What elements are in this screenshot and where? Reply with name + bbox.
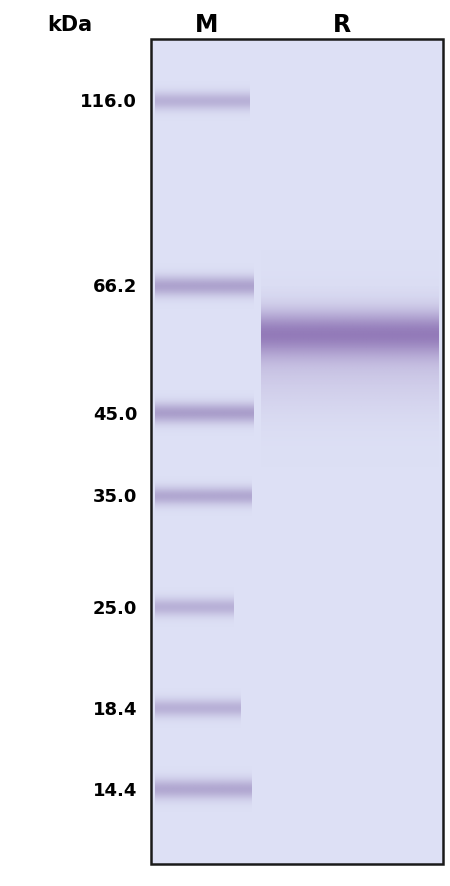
Text: 45.0: 45.0: [93, 405, 137, 423]
Bar: [151, 40, 443, 864]
Text: 25.0: 25.0: [93, 599, 137, 617]
Text: 66.2: 66.2: [93, 278, 137, 296]
Text: kDa: kDa: [47, 15, 92, 35]
Text: 35.0: 35.0: [93, 488, 137, 506]
Text: 14.4: 14.4: [93, 781, 137, 798]
Text: 116.0: 116.0: [81, 93, 137, 111]
Text: 18.4: 18.4: [93, 700, 137, 718]
Text: R: R: [333, 12, 351, 37]
Text: M: M: [195, 12, 219, 37]
